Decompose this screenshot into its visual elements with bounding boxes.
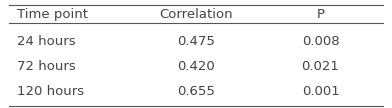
Text: 0.001: 0.001 xyxy=(302,85,339,98)
Text: 0.008: 0.008 xyxy=(302,35,339,48)
Text: 0.655: 0.655 xyxy=(177,85,215,98)
Text: 72 hours: 72 hours xyxy=(17,60,76,73)
Text: 0.475: 0.475 xyxy=(177,35,215,48)
Text: 0.420: 0.420 xyxy=(177,60,215,73)
Text: 0.021: 0.021 xyxy=(301,60,339,73)
Text: Correlation: Correlation xyxy=(159,8,233,21)
Text: Time point: Time point xyxy=(17,8,88,21)
Text: 120 hours: 120 hours xyxy=(17,85,84,98)
Text: 24 hours: 24 hours xyxy=(17,35,76,48)
Text: P: P xyxy=(317,8,325,21)
